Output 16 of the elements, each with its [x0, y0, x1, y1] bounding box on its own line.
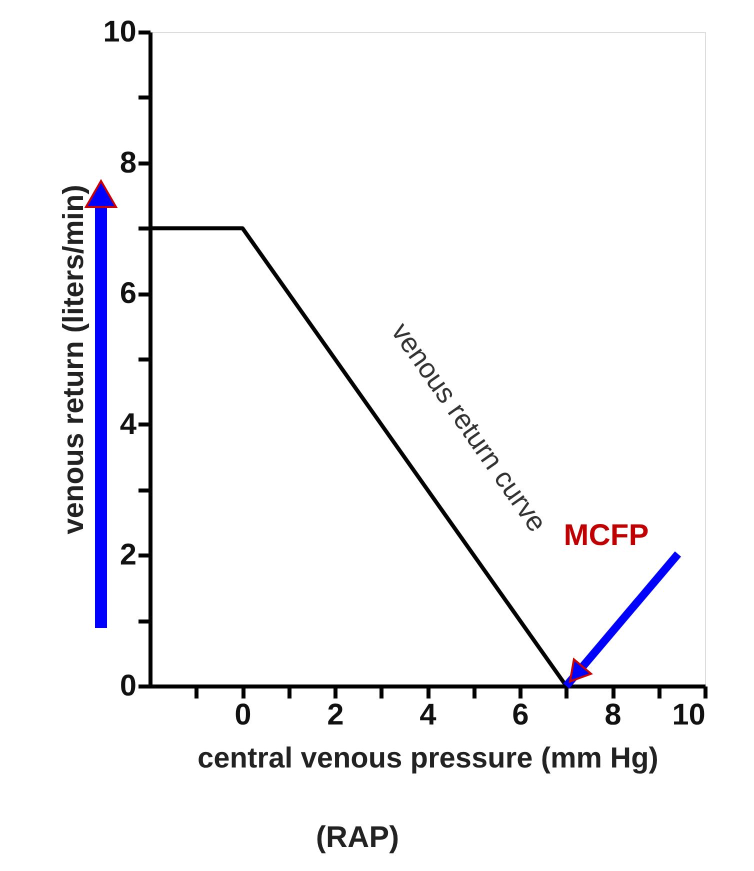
annotation: MCFP — [564, 519, 649, 552]
x-axis-title: central venous pressure (mm Hg) — [198, 742, 658, 774]
x-tick-label: 8 — [604, 698, 622, 732]
text: (RAP) — [316, 821, 400, 854]
x-tick-label: 2 — [327, 698, 344, 732]
x-tick-label: 6 — [512, 698, 529, 732]
x-tick-label: 4 — [420, 698, 437, 732]
y-tick-label: 0 — [120, 670, 136, 702]
x-tick-label: 0 — [234, 698, 252, 732]
y-tick-label: 2 — [120, 538, 136, 572]
y-tick-label: 4 — [120, 408, 137, 441]
y-axis-title: venous return (liters/min) — [58, 184, 90, 534]
x-tick-label: 10 — [672, 698, 706, 732]
y-tick-label: 8 — [120, 146, 136, 180]
y-tick-label: 6 — [120, 277, 136, 310]
y-tick-label: 10 — [103, 16, 136, 48]
